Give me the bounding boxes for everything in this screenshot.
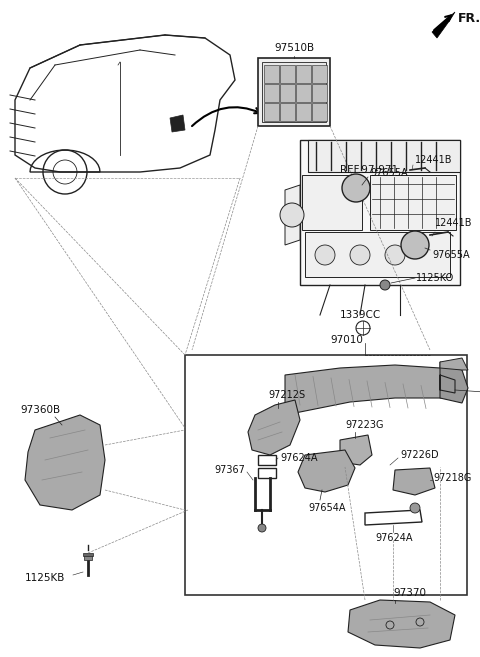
- Text: 1339CC: 1339CC: [340, 310, 381, 320]
- Circle shape: [401, 231, 429, 259]
- Text: 1125KB: 1125KB: [25, 573, 65, 583]
- Text: FR.: FR.: [458, 12, 480, 25]
- Text: 97226D: 97226D: [400, 450, 439, 460]
- Bar: [280, 84, 295, 102]
- Polygon shape: [348, 600, 455, 648]
- Polygon shape: [25, 415, 105, 510]
- Polygon shape: [440, 358, 468, 370]
- Text: 97624A: 97624A: [375, 533, 412, 543]
- Polygon shape: [285, 365, 462, 415]
- Polygon shape: [298, 450, 355, 492]
- Bar: [264, 103, 279, 121]
- Text: 97655A: 97655A: [432, 250, 469, 260]
- Text: 97655A: 97655A: [370, 168, 408, 178]
- Text: 97218G: 97218G: [433, 473, 471, 483]
- Polygon shape: [340, 435, 372, 465]
- Bar: [296, 84, 311, 102]
- Bar: [296, 103, 311, 121]
- Polygon shape: [170, 115, 185, 132]
- Text: 97510B: 97510B: [274, 43, 314, 53]
- Text: 97360B: 97360B: [20, 405, 60, 415]
- Polygon shape: [440, 362, 468, 403]
- Polygon shape: [393, 468, 435, 495]
- Text: 97010: 97010: [330, 335, 363, 345]
- Bar: [258, 58, 330, 126]
- Bar: [302, 175, 362, 230]
- Bar: [370, 175, 456, 230]
- Bar: [185, 355, 467, 595]
- Bar: [300, 140, 460, 285]
- Text: 97223G: 97223G: [345, 420, 384, 430]
- Circle shape: [280, 203, 304, 227]
- Bar: [312, 103, 327, 121]
- Text: 12441B: 12441B: [435, 218, 472, 228]
- Bar: [296, 65, 311, 83]
- Bar: [280, 65, 295, 83]
- Text: 97624A: 97624A: [280, 453, 317, 463]
- Circle shape: [258, 524, 266, 532]
- Bar: [264, 84, 279, 102]
- Circle shape: [315, 245, 335, 265]
- Circle shape: [385, 245, 405, 265]
- Bar: [312, 84, 327, 102]
- Bar: [258, 455, 276, 465]
- Bar: [83, 553, 93, 556]
- Bar: [258, 468, 276, 478]
- Text: 12441B: 12441B: [415, 155, 453, 165]
- Bar: [280, 103, 295, 121]
- Bar: [312, 65, 327, 83]
- Polygon shape: [432, 12, 455, 38]
- Circle shape: [410, 503, 420, 513]
- Circle shape: [342, 174, 370, 202]
- Polygon shape: [285, 185, 300, 245]
- Circle shape: [380, 280, 390, 290]
- Text: REF.97-971: REF.97-971: [340, 165, 398, 175]
- Bar: [84, 555, 92, 560]
- Text: 97367: 97367: [214, 465, 245, 475]
- Text: 97212S: 97212S: [268, 390, 305, 400]
- Text: 1125KO: 1125KO: [416, 273, 454, 283]
- Polygon shape: [248, 400, 300, 455]
- Bar: [262, 62, 326, 122]
- Bar: [308, 140, 460, 172]
- Bar: [305, 232, 450, 277]
- Bar: [264, 65, 279, 83]
- Text: 97370: 97370: [393, 588, 426, 598]
- Text: 97654A: 97654A: [308, 503, 346, 513]
- Circle shape: [350, 245, 370, 265]
